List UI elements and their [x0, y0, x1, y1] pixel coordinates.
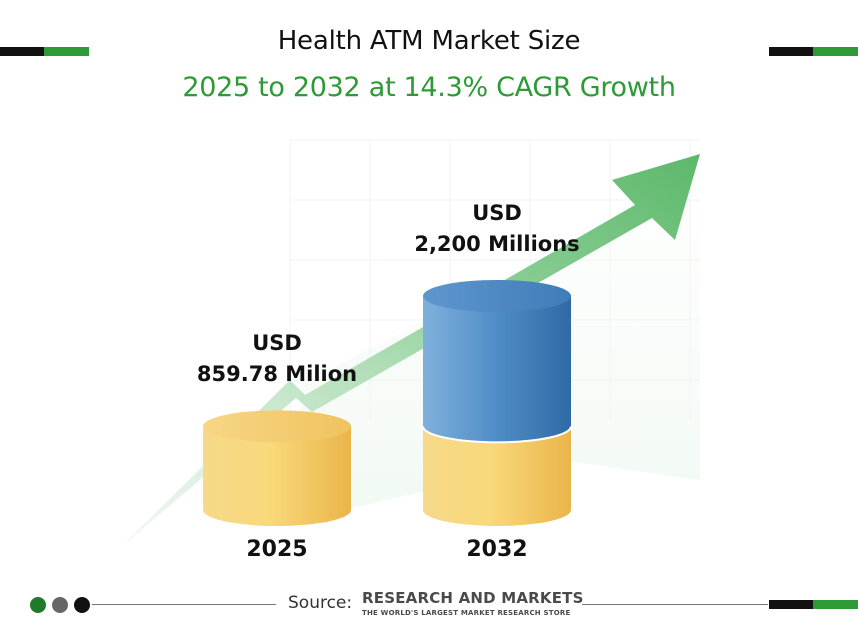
value-label-currency: USD — [472, 200, 522, 225]
footer-accent-green — [813, 600, 858, 609]
bar-2032-base-body — [423, 426, 571, 526]
footer-divider-right — [582, 604, 768, 605]
footer-dot-gray — [52, 597, 68, 613]
value-label-2032: USD 2,200 Millions — [387, 198, 607, 260]
trend-arrow-shape — [120, 154, 700, 548]
source-prefix: Source: — [288, 593, 353, 613]
chart-subtitle: 2025 to 2032 at 14.3% CAGR Growth — [182, 72, 676, 103]
bar-2032-growth-body — [423, 295, 571, 443]
header-accent-right-black — [769, 47, 813, 56]
bar-2032-seam — [422, 426, 572, 444]
source-brand: RESEARCH AND MARKETS — [362, 589, 584, 607]
footer-accent-black — [769, 600, 813, 609]
bar-2025-base-top — [203, 410, 351, 443]
category-label-2032: 2032 — [466, 537, 528, 562]
chart-title: Health ATM Market Size — [277, 26, 581, 56]
bar-2032-growth — [423, 279, 571, 443]
value-label-2025: USD 859.78 Milion — [167, 328, 387, 390]
header-accent-left-black — [0, 47, 44, 56]
bar-2025-base-body — [203, 426, 351, 526]
header-accent-left-green — [44, 47, 89, 56]
value-label-amount: 2,200 Millions — [414, 231, 580, 256]
bar-2032-growth-top — [423, 279, 571, 312]
footer-divider-left — [92, 604, 276, 605]
source-tagline: THE WORLD'S LARGEST MARKET RESEARCH STOR… — [362, 609, 571, 617]
footer-dot-black — [74, 597, 90, 613]
category-label-2025: 2025 — [246, 537, 308, 562]
footer-dot-green — [30, 597, 46, 613]
value-label-currency: USD — [252, 331, 302, 356]
value-label-amount: 859.78 Milion — [196, 362, 358, 387]
header-accent-right-green — [813, 47, 858, 56]
bar-2025-base — [203, 410, 351, 526]
